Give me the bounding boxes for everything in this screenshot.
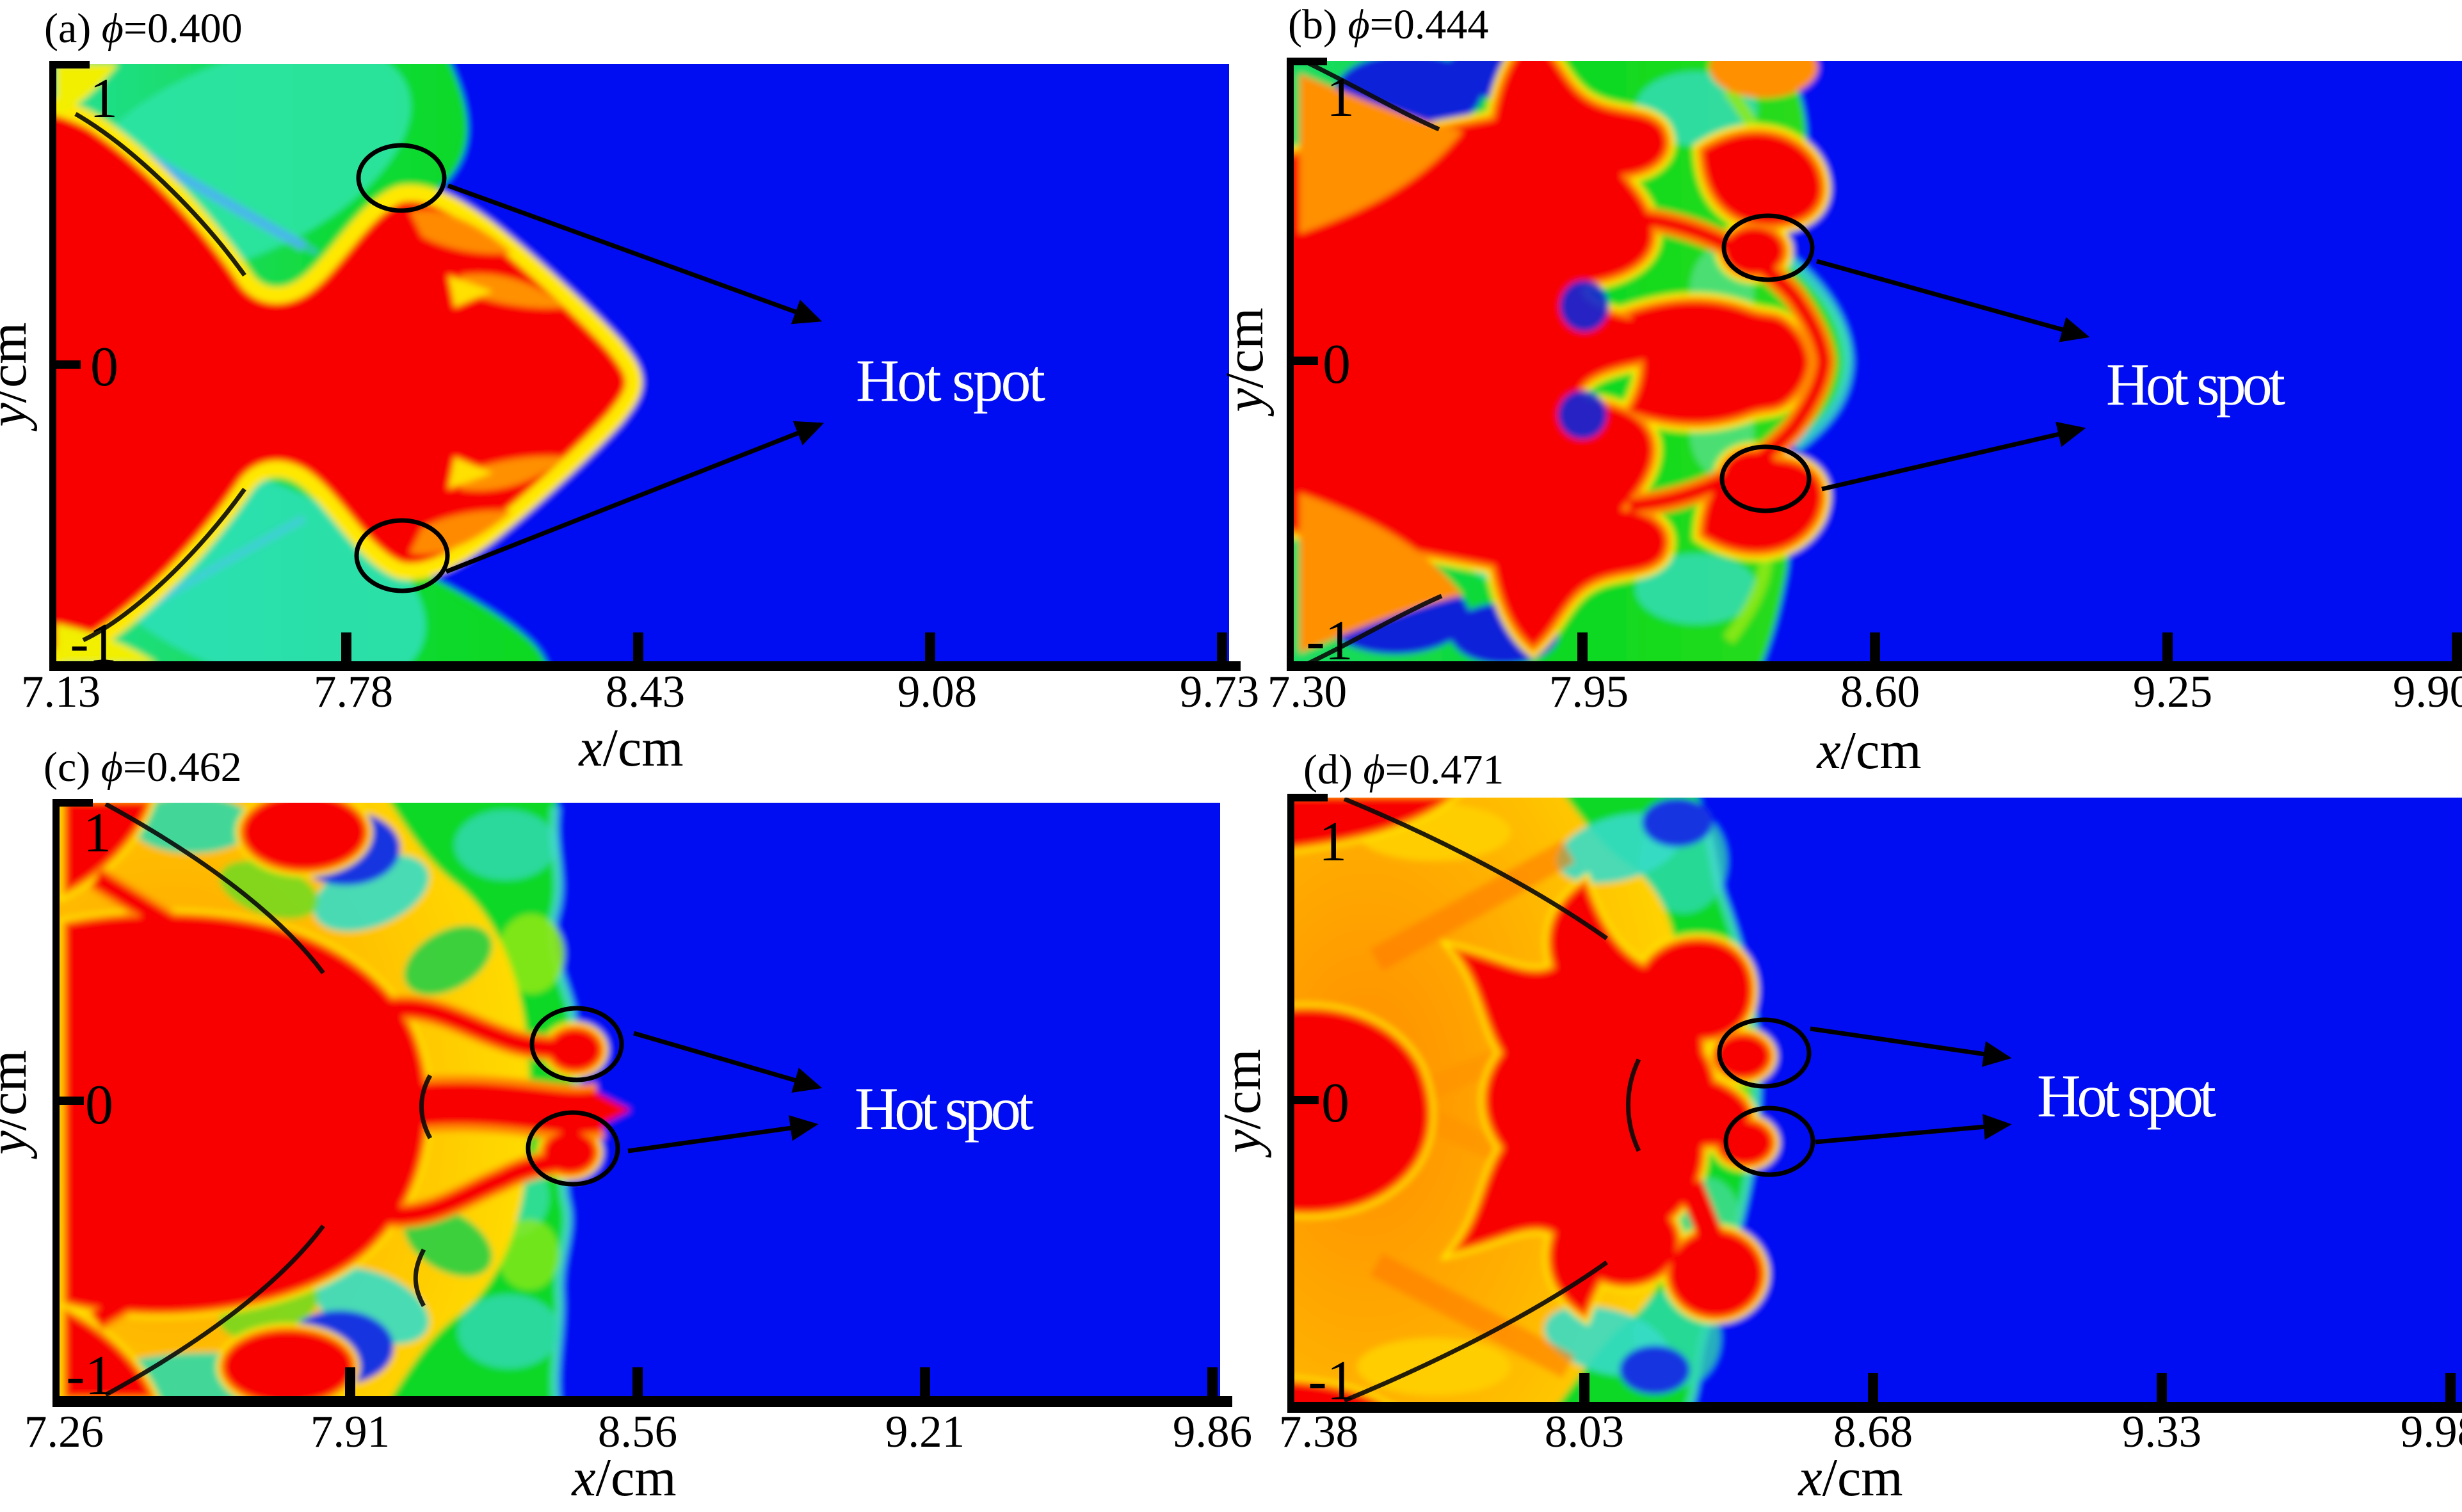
svg-text:y/cm: y/cm bbox=[0, 1050, 38, 1159]
svg-text:x/cm: x/cm bbox=[1815, 721, 1921, 780]
svg-text:-1: -1 bbox=[70, 613, 117, 675]
svg-text:1: 1 bbox=[83, 802, 111, 864]
svg-text:7.30: 7.30 bbox=[1267, 667, 1347, 717]
svg-text:1: 1 bbox=[1319, 811, 1347, 873]
svg-text:9.98: 9.98 bbox=[2401, 1407, 2462, 1457]
svg-text:-1: -1 bbox=[1308, 1350, 1355, 1412]
svg-text:Hot spot: Hot spot bbox=[856, 348, 1045, 414]
svg-text:7.95: 7.95 bbox=[1549, 667, 1629, 717]
svg-text:x/cm: x/cm bbox=[570, 1448, 676, 1508]
svg-text:7.26: 7.26 bbox=[24, 1407, 104, 1457]
svg-text:9.86: 9.86 bbox=[1173, 1407, 1252, 1457]
svg-text:x/cm: x/cm bbox=[1797, 1448, 1903, 1508]
svg-text:8.60: 8.60 bbox=[1840, 667, 1920, 717]
svg-text:0: 0 bbox=[1323, 334, 1351, 396]
svg-text:y/cm: y/cm bbox=[0, 322, 38, 431]
svg-text:7.38: 7.38 bbox=[1279, 1407, 1358, 1457]
svg-text:8.43: 8.43 bbox=[606, 667, 685, 717]
svg-text:y/cm: y/cm bbox=[1215, 307, 1275, 417]
svg-text:-1: -1 bbox=[1306, 610, 1353, 672]
svg-text:9.25: 9.25 bbox=[2133, 667, 2212, 717]
svg-text:9.08: 9.08 bbox=[897, 667, 977, 717]
svg-text:8.03: 8.03 bbox=[1545, 1407, 1624, 1457]
svg-text:Hot spot: Hot spot bbox=[855, 1075, 1034, 1143]
svg-text:9.90: 9.90 bbox=[2393, 667, 2462, 717]
svg-text:Hot spot: Hot spot bbox=[2037, 1062, 2216, 1130]
svg-text:Hot spot: Hot spot bbox=[2106, 351, 2285, 418]
svg-text:(b) ϕ=0.444: (b) ϕ=0.444 bbox=[1288, 1, 1488, 48]
svg-text:-1: -1 bbox=[66, 1345, 113, 1407]
svg-text:y/cm: y/cm bbox=[1212, 1049, 1272, 1158]
svg-text:7.91: 7.91 bbox=[310, 1407, 390, 1457]
svg-text:(c) ϕ=0.462: (c) ϕ=0.462 bbox=[44, 744, 242, 791]
svg-text:x/cm: x/cm bbox=[577, 718, 683, 778]
svg-text:9.21: 9.21 bbox=[885, 1407, 965, 1457]
svg-text:9.73: 9.73 bbox=[1180, 667, 1259, 717]
svg-text:0: 0 bbox=[85, 1074, 113, 1136]
svg-text:8.68: 8.68 bbox=[1833, 1407, 1913, 1457]
svg-text:1: 1 bbox=[1326, 67, 1355, 129]
svg-text:7.13: 7.13 bbox=[21, 667, 101, 717]
svg-text:1: 1 bbox=[90, 68, 118, 130]
svg-text:8.56: 8.56 bbox=[598, 1407, 677, 1457]
svg-text:(d) ϕ=0.471: (d) ϕ=0.471 bbox=[1303, 746, 1504, 793]
svg-text:0: 0 bbox=[90, 336, 118, 398]
svg-text:0: 0 bbox=[1321, 1072, 1349, 1134]
svg-text:9.33: 9.33 bbox=[2122, 1407, 2201, 1457]
svg-text:(a) ϕ=0.400: (a) ϕ=0.400 bbox=[44, 5, 243, 52]
svg-text:7.78: 7.78 bbox=[314, 667, 393, 717]
